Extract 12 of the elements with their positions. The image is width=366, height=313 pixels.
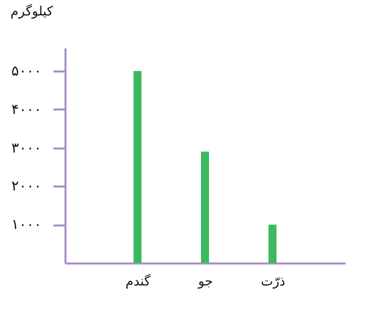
x-tick-label: ذرّت — [260, 274, 286, 290]
bar — [201, 152, 209, 263]
y-axis-title: کیلوگرم — [10, 4, 54, 20]
y-tick-label: ۲۰۰۰ — [11, 178, 42, 195]
y-tick-label: ۴۰۰۰ — [11, 102, 42, 118]
bar — [268, 224, 276, 263]
x-tick-label: جو — [197, 274, 213, 290]
y-tick-label: ۳۰۰۰ — [11, 140, 42, 156]
x-tick-label: گندم — [126, 274, 152, 290]
y-tick-label: ۵۰۰۰ — [11, 64, 42, 80]
bar — [134, 71, 142, 263]
y-tick-label: ۱۰۰۰ — [11, 217, 42, 234]
